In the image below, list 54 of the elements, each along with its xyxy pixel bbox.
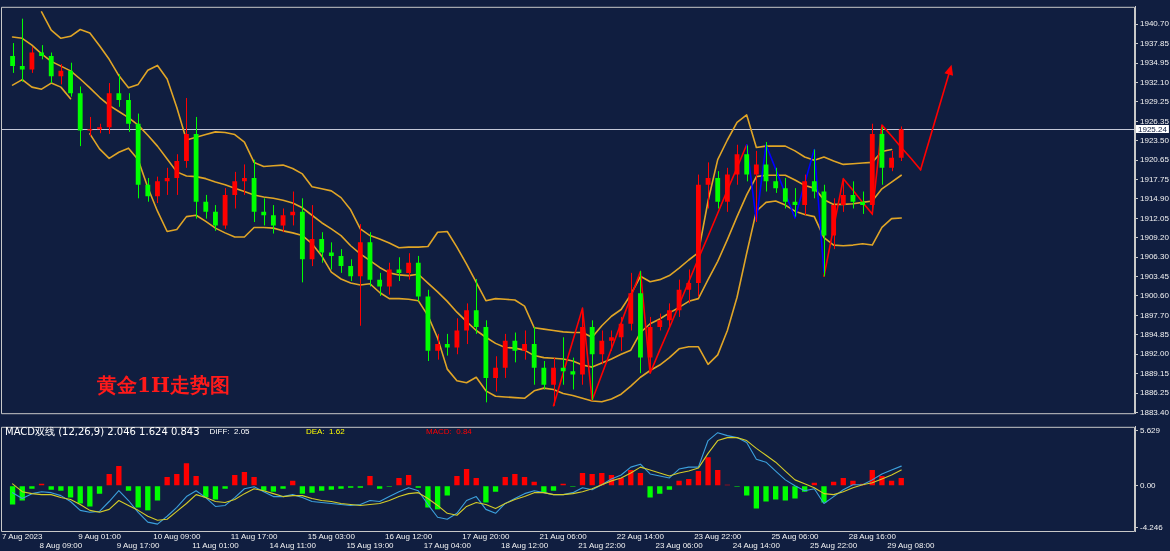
x-tick-label: 28 Aug 16:00 bbox=[848, 532, 897, 542]
ref-line-label: 1925.24 bbox=[1138, 124, 1168, 134]
y-tick-label: 1929.25 bbox=[1140, 96, 1170, 106]
y-tick-label: 1909.20 bbox=[1140, 232, 1170, 242]
y-tick-label: 1894.85 bbox=[1140, 330, 1170, 340]
x-tick-label: 8 Aug 09:00 bbox=[39, 541, 83, 551]
y-tick-label: 1914.90 bbox=[1140, 194, 1170, 204]
x-tick-label: 10 Aug 09:00 bbox=[153, 532, 201, 542]
y-tick-label: 1897.70 bbox=[1140, 310, 1170, 320]
x-tick-label: 15 Aug 19:00 bbox=[346, 541, 395, 551]
x-tick-label: 11 Aug 17:00 bbox=[230, 532, 278, 542]
y-tick-label: 1920.65 bbox=[1140, 155, 1170, 165]
y-tick-label: 0.00 bbox=[1140, 480, 1157, 490]
y-tick-label: 1883.40 bbox=[1140, 407, 1170, 417]
y-tick-label: 1932.10 bbox=[1140, 77, 1170, 87]
y-tick-label: 1903.45 bbox=[1140, 271, 1170, 281]
x-tick-label: 15 Aug 03:00 bbox=[307, 532, 356, 542]
x-tick-label: 25 Aug 06:00 bbox=[771, 532, 820, 542]
x-tick-label: 9 Aug 17:00 bbox=[116, 541, 161, 551]
y-tick-label: 1934.95 bbox=[1140, 58, 1170, 68]
x-tick-label: 23 Aug 06:00 bbox=[655, 541, 704, 551]
x-tick-label: 17 Aug 04:00 bbox=[423, 541, 472, 551]
x-tick-label: 9 Aug 01:00 bbox=[78, 532, 122, 542]
y-tick-label: -4.246 bbox=[1140, 522, 1164, 532]
y-tick-label: 1906.30 bbox=[1140, 252, 1170, 262]
y-tick-label: 1900.60 bbox=[1140, 291, 1170, 301]
x-tick-label: 17 Aug 20:00 bbox=[462, 532, 511, 542]
y-tick-label: 1940.70 bbox=[1140, 19, 1170, 29]
x-tick-label: 21 Aug 22:00 bbox=[578, 541, 626, 551]
x-tick-label: 7 Aug 2023 bbox=[2, 532, 44, 542]
x-tick-label: 14 Aug 11:00 bbox=[269, 541, 317, 551]
annotation: DEA: 1.62 bbox=[306, 427, 346, 436]
annotation: DIFF: 2.05 bbox=[209, 427, 251, 436]
x-tick-label: 24 Aug 14:00 bbox=[732, 541, 781, 551]
x-tick-label: 23 Aug 22:00 bbox=[694, 532, 742, 542]
annotation: MACD双线 (12,26,9) 2.046 1.624 0.843 bbox=[5, 426, 200, 438]
x-tick-label: 11 Aug 01:00 bbox=[192, 541, 240, 551]
y-tick-label: 1923.50 bbox=[1140, 135, 1170, 145]
x-tick-label: 18 Aug 12:00 bbox=[500, 541, 549, 551]
y-tick-label: 1886.25 bbox=[1140, 388, 1170, 398]
annotation: MACD: 0.84 bbox=[426, 427, 473, 436]
y-tick-label: 1937.85 bbox=[1140, 38, 1170, 48]
x-tick-label: 29 Aug 08:00 bbox=[887, 541, 936, 551]
y-tick-label: 1926.35 bbox=[1140, 116, 1170, 126]
x-tick-label: 21 Aug 06:00 bbox=[539, 532, 588, 542]
y-tick-label: 1889.15 bbox=[1140, 368, 1170, 378]
y-tick-label: 1912.05 bbox=[1140, 213, 1170, 223]
y-tick-label: 1917.75 bbox=[1140, 174, 1170, 184]
x-tick-label: 22 Aug 14:00 bbox=[616, 532, 665, 542]
y-tick-label: 1892.00 bbox=[1140, 349, 1170, 359]
text: 黄金1H走势图 bbox=[96, 373, 230, 398]
y-tick-label: 5.629 bbox=[1140, 425, 1161, 435]
x-tick-label: 25 Aug 22:00 bbox=[810, 541, 858, 551]
x-tick-label: 16 Aug 12:00 bbox=[385, 532, 433, 542]
